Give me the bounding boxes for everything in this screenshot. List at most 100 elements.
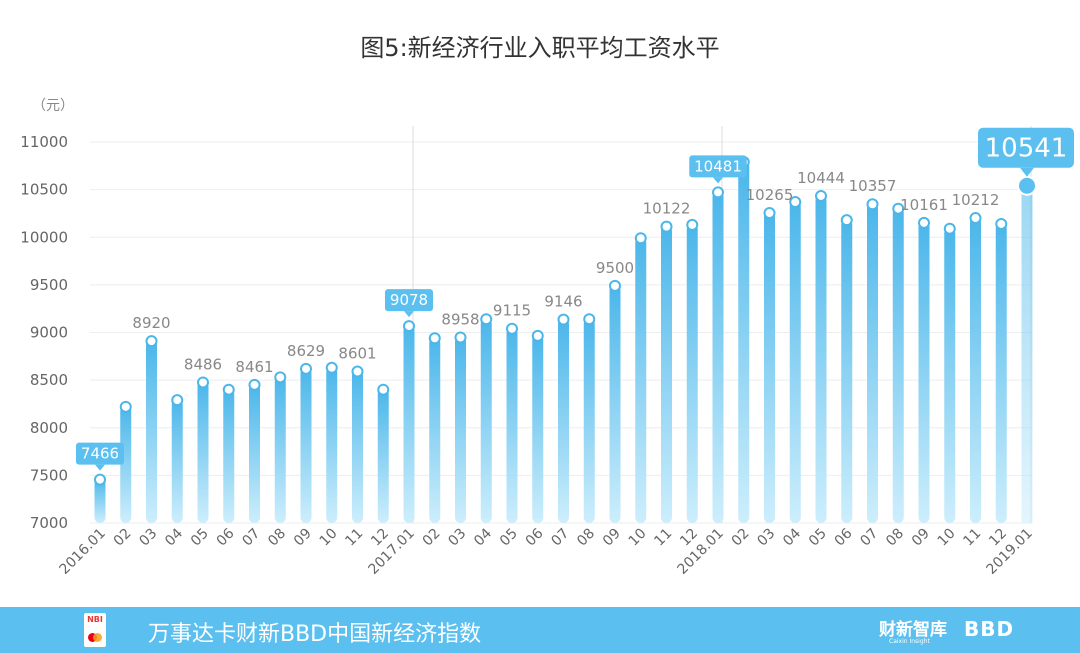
data-point-marker: [1017, 175, 1037, 196]
data-label: 9115: [493, 302, 531, 320]
data-bar: [377, 388, 389, 523]
data-point-marker: [197, 376, 209, 389]
data-label: 9500: [596, 259, 634, 277]
data-bar: [532, 334, 544, 523]
data-bar: [661, 225, 672, 523]
data-bar: [171, 399, 183, 523]
data-bar: [120, 405, 132, 523]
data-label: 9078: [390, 291, 428, 309]
data-bar: [609, 284, 621, 523]
data-label: 8920: [132, 314, 170, 332]
mastercard-logo-icon: [88, 633, 102, 642]
x-tick-label: 11: [960, 526, 984, 550]
x-tick-label: 2016.01: [57, 526, 109, 578]
data-bar: [1021, 185, 1033, 523]
data-point-marker: [892, 202, 905, 215]
x-tick-label: 02: [111, 526, 135, 550]
x-tick-label: 07: [548, 526, 572, 550]
x-tick-label: 05: [806, 526, 830, 550]
data-label: 10161: [900, 196, 948, 214]
x-tick-label: 07: [857, 526, 881, 550]
x-tick-label: 06: [214, 525, 238, 549]
data-bar: [918, 221, 930, 524]
data-bar: [326, 366, 338, 523]
data-bar: [197, 381, 209, 523]
y-tick-label: 9000: [30, 324, 68, 342]
data-bar: [455, 336, 466, 523]
data-bar: [892, 207, 904, 523]
data-label-callout-bg: [978, 127, 1074, 168]
data-point-marker: [248, 378, 261, 391]
data-point-marker: [557, 313, 570, 326]
y-tick-label: 10000: [20, 228, 68, 246]
bar-chart: （元）7000750080008500900095001000010500110…: [20, 98, 1074, 578]
data-point-marker: [171, 394, 184, 407]
x-tick-label: 08: [883, 526, 907, 550]
x-tick-label: 11: [342, 526, 366, 550]
x-tick-label: 08: [574, 526, 598, 550]
y-tick-label: 8500: [30, 371, 68, 389]
data-point-marker: [789, 196, 802, 209]
data-label: 7466: [81, 445, 119, 463]
data-bar: [352, 370, 363, 523]
data-point-marker: [119, 400, 132, 413]
x-tick-label: 03: [754, 526, 778, 550]
data-bar: [764, 212, 775, 524]
data-label: 9146: [544, 293, 582, 311]
data-label-callout-pointer: [404, 311, 414, 318]
data-bar: [789, 201, 801, 523]
data-label: 10265: [746, 186, 794, 204]
data-label: 8601: [338, 345, 376, 363]
data-bar: [815, 194, 827, 524]
data-point-marker: [686, 218, 699, 231]
data-bar: [480, 318, 492, 523]
data-point-marker: [943, 222, 956, 235]
footer-banner: NBI 万事达卡财新BBD中国新经济指数 财新智库 Caixin Insight…: [0, 607, 1080, 653]
data-label: 8958: [441, 311, 479, 329]
data-bar: [686, 223, 698, 524]
x-tick-label: 10: [935, 526, 959, 550]
data-bar: [223, 388, 235, 523]
data-label: 10481: [694, 157, 742, 175]
data-point-marker: [428, 332, 441, 345]
data-bar: [146, 340, 157, 523]
data-label-callout-bg: [689, 155, 747, 178]
data-point-marker: [454, 331, 467, 344]
x-tick-label: 02: [420, 526, 444, 550]
caixin-insight-brand: 财新智库: [879, 620, 947, 640]
data-bar: [738, 161, 750, 524]
x-tick-label: 11: [651, 526, 675, 550]
x-tick-label: 02: [729, 526, 753, 550]
data-bar: [995, 222, 1007, 523]
data-point-marker: [325, 361, 338, 374]
data-label-callout-bg: [385, 289, 433, 312]
data-point-marker: [609, 279, 621, 292]
data-bar: [403, 325, 415, 523]
data-bar: [970, 217, 981, 523]
data-point-marker: [480, 313, 493, 326]
data-bar: [944, 227, 956, 523]
data-point-marker: [918, 216, 930, 229]
x-tick-label: 06: [832, 525, 856, 549]
y-tick-label: 7000: [30, 514, 68, 532]
footer-title: 万事达卡财新BBD中国新经济指数: [148, 622, 482, 647]
x-tick-label: 05: [188, 526, 212, 550]
x-tick-label: 06: [523, 525, 547, 549]
data-point-marker: [403, 320, 415, 333]
x-tick-label: 04: [471, 525, 495, 549]
data-point-marker: [969, 212, 982, 225]
x-tick-label: 09: [909, 526, 933, 550]
data-bar: [429, 337, 441, 523]
x-tick-label: 03: [445, 526, 469, 550]
data-bar: [300, 367, 312, 523]
x-tick-label: 04: [162, 525, 186, 549]
x-tick-label: 09: [291, 526, 315, 550]
x-tick-label: 08: [265, 526, 289, 550]
x-tick-label: 05: [497, 526, 521, 550]
chart-title: 图5:新经济行业入职平均工资水平: [360, 34, 720, 62]
data-label-callout-pointer: [713, 177, 723, 184]
data-label: 10122: [643, 200, 691, 218]
data-label: 8486: [184, 355, 222, 373]
data-label: 10357: [849, 177, 897, 195]
data-point-marker: [660, 220, 673, 233]
